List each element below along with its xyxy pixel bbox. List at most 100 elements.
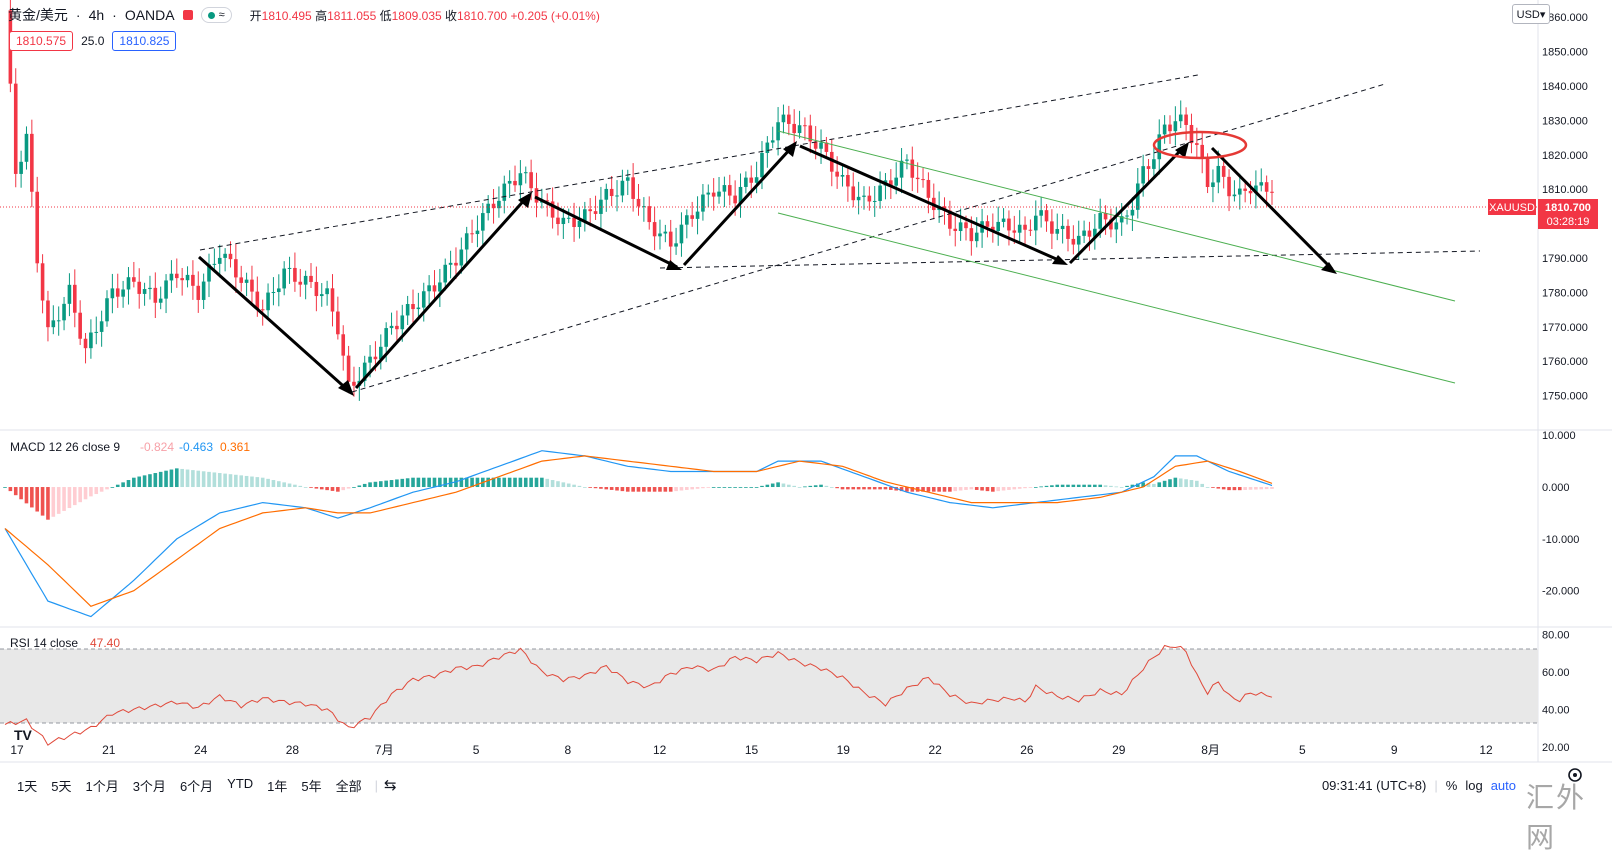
candle[interactable] [642, 197, 646, 222]
candle[interactable] [1237, 173, 1242, 210]
candle[interactable] [24, 126, 29, 170]
candle[interactable] [846, 167, 850, 202]
candle[interactable] [158, 286, 163, 310]
candle[interactable] [744, 171, 748, 194]
candle[interactable] [212, 248, 217, 273]
candle[interactable] [405, 295, 410, 326]
candle[interactable] [566, 208, 571, 224]
candle[interactable] [126, 267, 131, 305]
candle[interactable] [948, 200, 952, 236]
candle[interactable] [142, 282, 147, 306]
candle[interactable] [1087, 221, 1092, 251]
top-ellipse[interactable] [1152, 130, 1248, 160]
zigzag-arrows[interactable] [198, 144, 1334, 394]
candle[interactable] [432, 270, 437, 301]
candle[interactable] [534, 172, 539, 218]
candle[interactable] [303, 270, 308, 300]
candle[interactable] [13, 68, 18, 188]
candle[interactable] [282, 261, 286, 296]
candle[interactable] [207, 253, 211, 298]
candle[interactable] [921, 168, 925, 188]
candle[interactable] [448, 250, 453, 279]
descending-channel-lower[interactable] [777, 212, 1456, 384]
candle[interactable] [765, 136, 770, 168]
candle[interactable] [609, 176, 614, 207]
candle[interactable] [1211, 169, 1215, 203]
candle[interactable] [985, 215, 990, 238]
candle[interactable] [583, 201, 587, 232]
candle[interactable] [787, 105, 791, 136]
candle[interactable] [1001, 208, 1006, 228]
auto-toggle[interactable]: auto [1490, 777, 1516, 793]
candle[interactable] [1152, 145, 1156, 177]
clock-time[interactable]: 09:31:41 (UTC+8) [1321, 777, 1427, 793]
candle[interactable] [62, 296, 66, 331]
candle[interactable] [191, 260, 195, 300]
candle[interactable] [1259, 168, 1264, 192]
candle[interactable] [545, 193, 550, 217]
candle[interactable] [1227, 169, 1231, 212]
candle[interactable] [996, 206, 1000, 246]
candle[interactable] [271, 277, 276, 306]
candle[interactable] [685, 209, 689, 239]
candle[interactable] [513, 165, 517, 192]
candle[interactable] [1125, 209, 1129, 225]
candle[interactable] [738, 173, 743, 218]
candle[interactable] [234, 243, 238, 293]
candle[interactable] [523, 166, 528, 184]
candle[interactable] [454, 247, 458, 280]
candle[interactable] [572, 202, 576, 242]
candle[interactable] [862, 186, 866, 210]
candle[interactable] [1146, 159, 1151, 183]
settings-gear-icon[interactable] [1568, 768, 1582, 782]
candle[interactable] [83, 332, 88, 364]
candle[interactable] [56, 306, 61, 336]
candle[interactable] [293, 252, 297, 292]
candle[interactable] [1162, 115, 1167, 144]
candle[interactable] [1114, 207, 1119, 244]
candle[interactable] [679, 212, 684, 257]
candle[interactable] [1060, 213, 1065, 244]
candle[interactable] [110, 273, 115, 314]
candle[interactable] [958, 208, 963, 241]
candle[interactable] [1044, 204, 1049, 232]
candle[interactable] [287, 256, 292, 284]
candle[interactable] [926, 172, 931, 214]
candle[interactable] [389, 312, 394, 335]
market-status-icon[interactable] [182, 10, 193, 20]
candle[interactable] [631, 163, 635, 212]
macd-line[interactable] [4, 450, 1273, 618]
candle[interactable] [475, 215, 480, 248]
candle[interactable] [421, 282, 426, 322]
candle[interactable] [341, 325, 346, 371]
symbol-title[interactable]: 黄金/美元 [8, 7, 68, 23]
candle[interactable] [298, 268, 303, 297]
candle[interactable] [99, 310, 104, 347]
candle[interactable] [1071, 225, 1076, 255]
candle[interactable] [1270, 179, 1274, 205]
candle[interactable] [674, 227, 678, 255]
candle[interactable] [754, 161, 759, 194]
price-axis[interactable]: 1860.000 1850.000 1840.000 1830.000 1820.000… [10, 12, 1588, 757]
candle[interactable] [277, 274, 281, 307]
currency-select[interactable]: USD▾ [1512, 4, 1550, 24]
candle[interactable] [491, 189, 496, 224]
candle[interactable] [148, 275, 152, 300]
candle[interactable] [78, 300, 82, 345]
candle[interactable] [1168, 115, 1172, 144]
candle[interactable] [244, 272, 249, 297]
range-button-5[interactable]: YTD [227, 775, 254, 791]
candle[interactable] [588, 198, 592, 227]
rsi-legend[interactable]: RSI 14 close 47.40 [10, 636, 120, 650]
candle[interactable] [1017, 210, 1022, 244]
candle[interactable] [856, 181, 861, 215]
candle[interactable] [464, 226, 469, 265]
candle[interactable] [325, 280, 329, 306]
support-line[interactable] [659, 250, 1481, 269]
candle[interactable] [137, 268, 142, 309]
candle[interactable] [593, 195, 598, 220]
indicator-visibility-toggle[interactable]: ≈ [200, 7, 232, 23]
candle[interactable] [266, 283, 270, 320]
candle[interactable] [30, 119, 34, 208]
candle[interactable] [905, 154, 909, 170]
